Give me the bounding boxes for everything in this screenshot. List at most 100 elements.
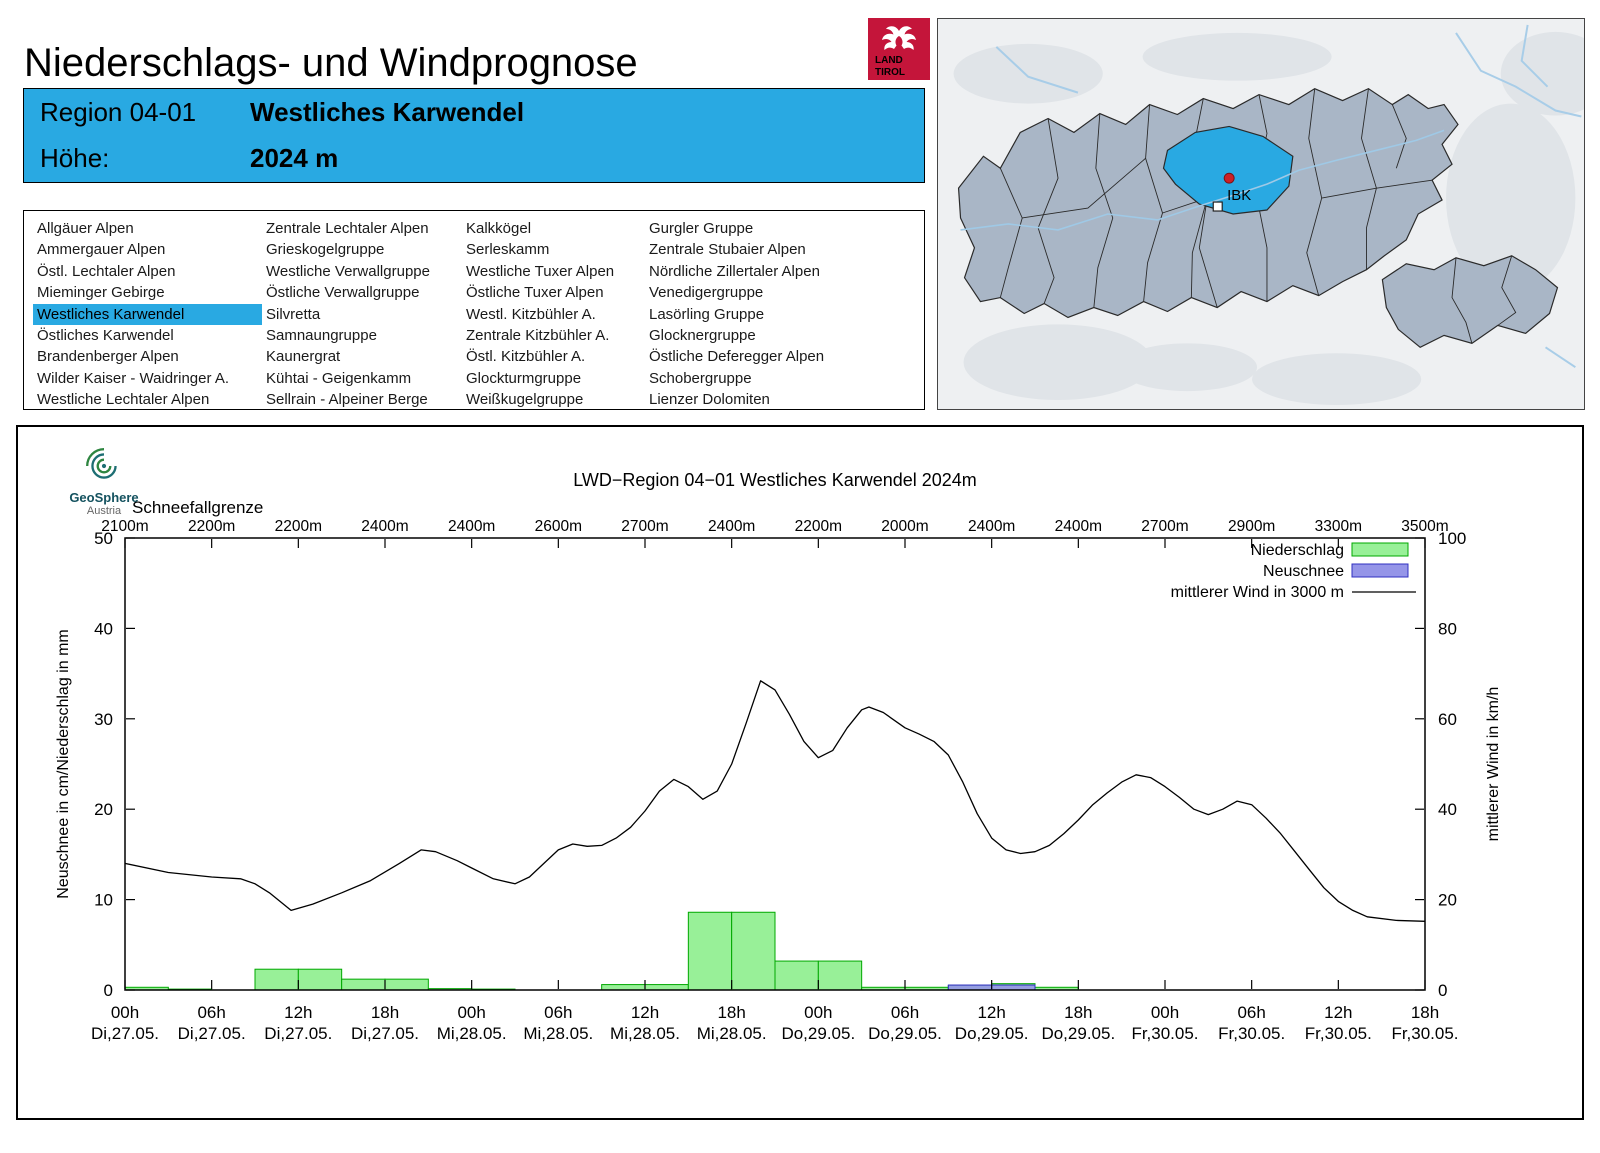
region-item[interactable]: Östliches Karwendel	[37, 327, 174, 345]
map-region-highlight[interactable]	[1162, 125, 1294, 215]
xtick-time: 06h	[197, 1003, 225, 1022]
xtick-time: 12h	[631, 1003, 659, 1022]
region-item[interactable]: Schobergruppe	[649, 369, 752, 387]
precip-bar	[297, 968, 343, 991]
snowline-value: 2700m	[1141, 518, 1188, 535]
xtick-date: Di,27.05.	[178, 1024, 246, 1043]
forecast-chart-panel: GeoSphere Austria LWD−Region 04−01 Westl…	[16, 425, 1584, 1120]
xtick-time: 18h	[1411, 1003, 1439, 1022]
region-item[interactable]: Glocknergruppe	[649, 327, 756, 345]
region-item[interactable]: Westliche Tuxer Alpen	[466, 262, 615, 280]
logo-text-line2: TIROL	[875, 67, 905, 78]
snowline-value: 3300m	[1315, 518, 1362, 535]
ytick-left: 50	[94, 529, 113, 548]
ytick-right: 40	[1438, 800, 1457, 819]
region-item[interactable]: Serleskamm	[466, 241, 550, 259]
ytick-right: 0	[1438, 981, 1447, 1000]
snowline-value: 2900m	[1228, 518, 1275, 535]
precip-bar	[687, 911, 733, 991]
precip-bar	[644, 984, 689, 991]
wind-line	[124, 680, 1426, 922]
tirol-eagle-icon	[882, 26, 916, 50]
region-column: Gurgler Gruppe Zentrale Stubaier Alpen Nör…	[645, 218, 920, 411]
region-item[interactable]: Wilder Kaiser - Waidringer A.	[37, 369, 229, 387]
region-item[interactable]: Westliche Verwallgruppe	[266, 262, 430, 280]
region-item[interactable]: Nördliche Zillertaler Alpen	[649, 262, 820, 280]
tirol-map[interactable]: IBK	[937, 18, 1585, 410]
region-item[interactable]: Allgäuer Alpen	[37, 220, 134, 237]
region-item[interactable]: Sellrain - Alpeiner Berge	[266, 391, 428, 409]
forecast-chart: LWD−Region 04−01 Westliches Karwendel 20…	[55, 470, 1502, 1043]
region-item[interactable]: Östliche Deferegger Alpen	[649, 348, 825, 366]
region-item[interactable]: Kühtai - Geigenkamm	[266, 369, 412, 387]
ytick-left: 20	[94, 800, 113, 819]
precip-bar	[731, 911, 776, 991]
region-name: Westliches Karwendel	[250, 96, 525, 127]
terrain-texture	[953, 31, 1584, 406]
xtick-date: Di,27.05.	[264, 1024, 332, 1043]
region-item[interactable]: Brandenberger Alpen	[37, 348, 179, 366]
region-item[interactable]: Weißkugelgruppe	[466, 391, 584, 409]
region-item[interactable]: Östl. Kitzbühler A.	[466, 348, 586, 366]
xtick-date: Do,29.05.	[781, 1024, 855, 1043]
xtick-date: Do,29.05.	[868, 1024, 942, 1043]
ytick-left: 30	[94, 710, 113, 729]
provider-name: GeoSphere	[69, 490, 139, 505]
region-item[interactable]: Kalkkögel	[466, 220, 532, 237]
xtick-date: Do,29.05.	[955, 1024, 1029, 1043]
precip-bar	[601, 984, 646, 991]
xtick-date: Mi,28.05.	[697, 1024, 767, 1043]
altitude-label: Höhe:	[40, 143, 110, 174]
river-lines	[995, 24, 1582, 369]
region-item[interactable]: Kaunergrat	[266, 348, 341, 366]
inn-river	[960, 129, 1445, 231]
legend-swatch	[1351, 542, 1409, 557]
xtick-date: Di,27.05.	[91, 1024, 159, 1043]
legend-label: Neuschnee	[1263, 563, 1344, 580]
region-item-selected[interactable]: Westliches Karwendel	[33, 303, 262, 326]
region-item[interactable]: Silvretta	[266, 305, 321, 323]
xtick-date: Mi,28.05.	[437, 1024, 507, 1043]
region-item[interactable]: Ammergauer Alpen	[37, 241, 166, 259]
legend-label: Niederschlag	[1251, 542, 1344, 559]
xtick-date: Fr,30.05.	[1305, 1024, 1372, 1043]
xtick-date: Do,29.05.	[1041, 1024, 1115, 1043]
ytick-right: 100	[1438, 529, 1466, 548]
xtick-time: 06h	[1237, 1003, 1265, 1022]
snowline-value: 2000m	[881, 518, 928, 535]
snowline-value: 2600m	[535, 518, 582, 535]
snowline-value: 2400m	[1055, 518, 1102, 535]
region-item[interactable]: Grieskogelgruppe	[266, 241, 385, 259]
region-item[interactable]: Östl. Lechtaler Alpen	[37, 262, 176, 280]
snowline-value: 2400m	[361, 518, 408, 535]
xtick-date: Mi,28.05.	[610, 1024, 680, 1043]
precip-bar	[774, 960, 819, 991]
region-item[interactable]: Glockturmgruppe	[466, 369, 582, 387]
region-item[interactable]: Zentrale Lechtaler Alpen	[266, 220, 429, 237]
snowline-value: 2400m	[968, 518, 1015, 535]
region-column: Allgäuer Alpen Ammergauer Alpen Östl. Lech…	[33, 218, 262, 411]
map-marker-label: IBK	[1227, 187, 1251, 204]
region-item[interactable]: Gurgler Gruppe	[649, 220, 754, 237]
region-item[interactable]: Zentrale Kitzbühler A.	[466, 327, 610, 345]
region-item[interactable]: Lasörling Gruppe	[649, 305, 765, 323]
precip-bar	[817, 960, 863, 991]
ytick-right: 80	[1438, 619, 1457, 638]
region-item[interactable]: Westliche Lechtaler Alpen	[37, 391, 210, 409]
region-item[interactable]: Östliche Verwallgruppe	[266, 284, 420, 302]
ytick-left: 10	[94, 891, 113, 910]
precip-bar	[384, 978, 429, 991]
region-item[interactable]: Zentrale Stubaier Alpen	[649, 241, 806, 259]
region-item[interactable]: Lienzer Dolomiten	[649, 391, 770, 409]
station-marker	[1212, 201, 1223, 212]
precip-bar	[254, 968, 299, 991]
region-item[interactable]: Mieminger Gebirge	[37, 284, 165, 302]
snowline-value: 2200m	[275, 518, 322, 535]
altitude-value: 2024 m	[250, 143, 339, 174]
region-item[interactable]: Samnaungruppe	[266, 327, 377, 345]
region-item[interactable]: Östliche Tuxer Alpen	[466, 284, 604, 302]
region-item[interactable]: Westl. Kitzbühler A.	[466, 305, 596, 323]
xtick-time: 00h	[111, 1003, 139, 1022]
region-item[interactable]: Venedigergruppe	[649, 284, 764, 302]
snowline-value: 2200m	[795, 518, 842, 535]
